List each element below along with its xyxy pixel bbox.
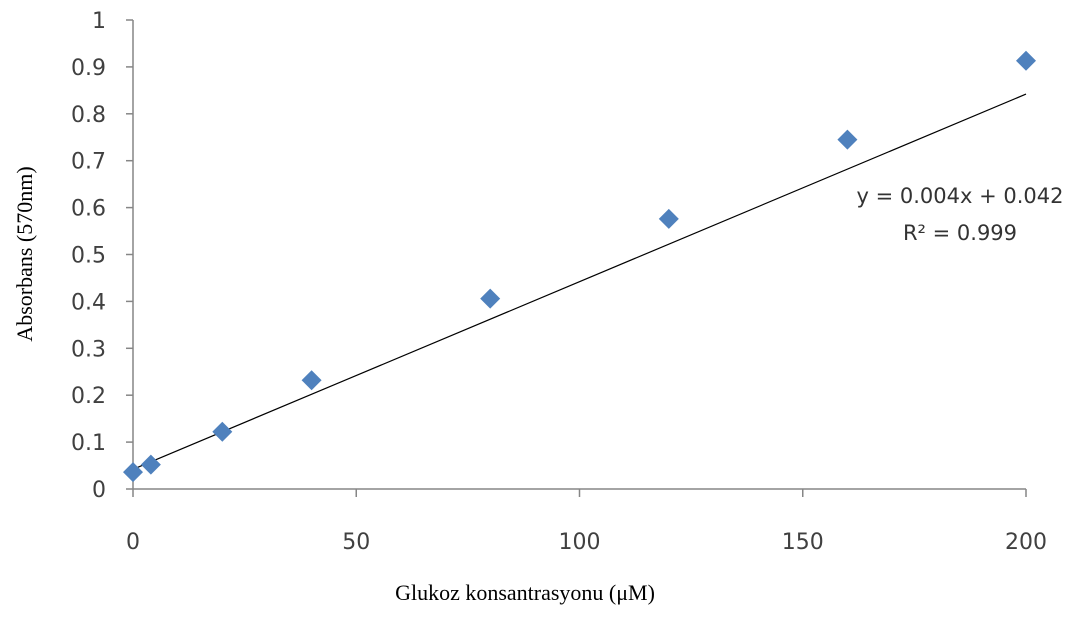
data-points	[123, 50, 1036, 483]
data-point	[837, 129, 858, 150]
ticks: 0 0.1 0.2 0.3 0.4 0.5 0.6 0.7 0.8 0.9 1 0 50 100 150 20…	[71, 9, 1047, 555]
data-point	[212, 421, 233, 442]
x-tick-label: 50	[342, 530, 370, 555]
y-tick-label: 0.9	[71, 56, 106, 81]
y-tick-label: 0.7	[71, 150, 106, 175]
y-axis-title: Absorbans (570nm)	[12, 166, 37, 341]
data-point	[140, 454, 161, 475]
axes	[132, 20, 1026, 490]
x-axis-title: Glukoz konsantrasyonu (μM)	[395, 580, 655, 605]
x-tick-label: 200	[1005, 530, 1047, 555]
x-tick-label: 0	[126, 530, 140, 555]
linear-trendline	[132, 93, 1027, 470]
y-tick-label: 0	[92, 478, 106, 503]
y-tick-label: 1	[92, 9, 106, 34]
trendline-group	[132, 93, 1027, 470]
x-tick-label: 100	[559, 530, 601, 555]
y-tick-label: 0.8	[71, 103, 106, 128]
data-point	[123, 462, 143, 483]
y-tick-label: 0.2	[71, 384, 106, 409]
y-tick-label: 0.5	[71, 244, 106, 269]
data-point	[301, 370, 322, 391]
y-tick-label: 0.6	[71, 197, 106, 222]
y-tick-label: 0.1	[71, 431, 106, 456]
data-point	[658, 208, 679, 229]
data-point	[1016, 50, 1036, 71]
x-tick-label: 150	[782, 530, 824, 555]
trendline-r2-label: R² = 0.999	[903, 221, 1017, 245]
y-tick-label: 0.3	[71, 337, 106, 362]
trendline-equation-label: y = 0.004x + 0.042	[857, 184, 1064, 208]
y-tick-label: 0.4	[71, 290, 106, 315]
data-point	[480, 288, 501, 309]
